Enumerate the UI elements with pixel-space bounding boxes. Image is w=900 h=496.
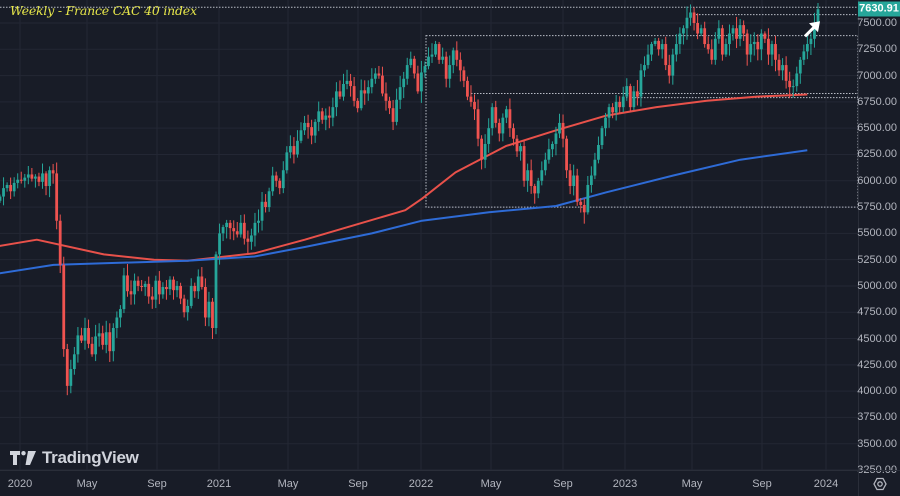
price-label: 6750.00 xyxy=(857,95,897,108)
time-label: Sep xyxy=(553,478,573,490)
time-label: May xyxy=(480,478,502,490)
time-label: 2023 xyxy=(612,478,638,490)
time-label: Sep xyxy=(348,478,368,490)
price-label: 7500.00 xyxy=(857,17,897,29)
last-price-badge: 7630.91 xyxy=(858,1,900,17)
price-label: 6250.00 xyxy=(857,148,897,161)
price-label: 5000.00 xyxy=(857,279,897,292)
time-label: May xyxy=(76,478,98,490)
time-label: 2021 xyxy=(206,478,232,490)
gear-icon xyxy=(873,477,887,490)
price-label: 7000.00 xyxy=(857,69,897,82)
tradingview-logo[interactable]: TradingView xyxy=(10,448,139,468)
logo-text: TradingView xyxy=(42,448,139,467)
time-label: Sep xyxy=(147,478,167,490)
price-label: 4750.00 xyxy=(857,306,897,319)
time-label: 2022 xyxy=(408,478,434,490)
time-label: 2024 xyxy=(813,478,839,490)
price-label: 4000.00 xyxy=(857,385,897,398)
tradingview-logo-icon xyxy=(10,451,36,465)
chart-settings-button[interactable] xyxy=(858,470,900,496)
price-label: 6000.00 xyxy=(857,174,897,187)
time-label: May xyxy=(277,478,299,490)
price-label: 6500.00 xyxy=(857,122,897,135)
price-label: 5750.00 xyxy=(857,201,897,214)
price-label: 3750.00 xyxy=(857,411,897,424)
price-label: 4250.00 xyxy=(857,358,897,371)
price-label: 7250.00 xyxy=(857,43,897,56)
arrow-up-right-icon xyxy=(803,21,820,38)
price-label: 5250.00 xyxy=(857,253,897,266)
price-label: 3500.00 xyxy=(857,437,897,450)
chart-title: Weekly - France CAC 40 index xyxy=(10,3,197,18)
price-label: 5500.00 xyxy=(857,227,897,240)
time-label: Sep xyxy=(752,478,772,490)
price-label: 4500.00 xyxy=(857,332,897,345)
time-axis[interactable]: 2020 May Sep 2021 May Sep 2022 May Sep 2023 May Sep… xyxy=(0,470,858,496)
time-label: 2020 xyxy=(7,478,33,490)
price-axis[interactable]: 7500.00 7250.00 7000.00 6750.00 6500.00 6250.… xyxy=(857,0,900,476)
time-label: May xyxy=(681,478,703,490)
chart-canvas[interactable] xyxy=(0,0,858,470)
